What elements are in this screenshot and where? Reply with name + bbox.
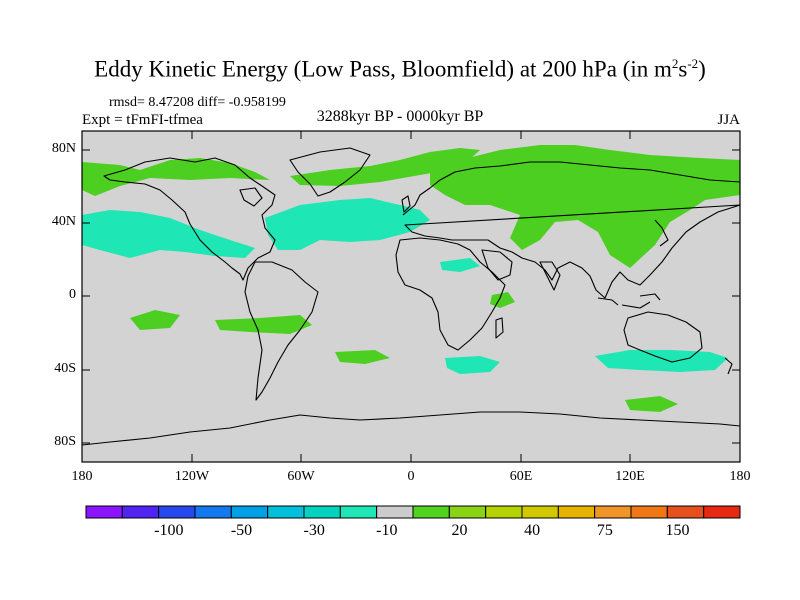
southern-ocean-patch — [625, 396, 678, 412]
positive-anomaly-regions — [82, 145, 740, 412]
lon-label-180e: 180 — [729, 469, 751, 484]
colorbar-swatch — [630, 505, 668, 519]
colorbar-label: 150 — [665, 522, 690, 539]
colorbar-swatch — [557, 505, 596, 519]
colorbar-label: -10 — [376, 522, 398, 539]
colorbar-swatch — [121, 505, 160, 519]
lon-label-180w: 180 — [71, 469, 93, 484]
lon-label-60w: 60W — [287, 469, 315, 484]
colorbar-swatch — [230, 505, 269, 519]
atlantic-east-patch — [440, 258, 480, 272]
rmsd-diff-stats: rmsd= 8.47208 diff= -0.958199 — [109, 95, 286, 110]
south-pacific-patch — [130, 310, 180, 330]
indonesia — [597, 293, 661, 309]
south-america-coast — [244, 261, 319, 401]
negative-anomaly-regions — [82, 198, 728, 374]
colorbar-label: -30 — [303, 522, 325, 539]
colorbar — [85, 505, 741, 519]
hudson-bay — [239, 187, 263, 207]
new-zealand — [724, 357, 733, 375]
lon-label-120e: 120E — [615, 469, 645, 484]
pacific-nw-patch — [152, 240, 172, 250]
colorbar-swatch — [485, 505, 523, 519]
arabia-coast — [481, 249, 513, 281]
colorbar-swatch — [194, 505, 232, 519]
coastlines — [82, 147, 740, 446]
colorbar-swatch — [303, 505, 341, 519]
season-label: JJA — [717, 112, 740, 128]
south-atlantic-patch — [335, 350, 390, 364]
greenland-coast — [289, 147, 371, 197]
south-of-australia-band — [595, 350, 728, 372]
colorbar-swatch — [666, 505, 705, 519]
lat-label-0: 0 — [69, 287, 76, 302]
colorbar-swatch — [267, 505, 305, 519]
lat-label-80s: 80S — [54, 434, 76, 449]
eurasia-coast — [402, 161, 740, 299]
colorbar-swatch — [703, 505, 741, 519]
south-indian-patch — [445, 356, 500, 374]
colorbar-swatch — [448, 505, 487, 519]
colorbar-swatch — [376, 505, 414, 519]
map-ticks — [82, 131, 740, 462]
colorbar-swatch — [412, 505, 450, 519]
colorbar-swatch — [521, 505, 559, 519]
north-atlantic-band — [265, 198, 430, 250]
india-coast — [539, 261, 561, 291]
australia-coast — [623, 311, 703, 363]
japan — [654, 219, 669, 247]
colorbar-swatch — [85, 505, 123, 519]
chart-title: Eddy Kinetic Energy (Low Pass, Bloomfiel… — [94, 56, 706, 82]
colorbar-label: 40 — [524, 522, 541, 539]
colorbar-swatch — [339, 505, 378, 519]
period-label: 3288kyr BP - 0000kyr BP — [316, 108, 484, 125]
arctic-eurasia-band — [82, 158, 270, 196]
arctic-canada-band — [290, 148, 480, 186]
lat-label-80n: 80N — [51, 141, 76, 156]
africa-coast — [395, 237, 506, 351]
lon-label-120w: 120W — [174, 469, 210, 484]
colorbar-label: -100 — [154, 522, 184, 539]
colorbar-swatch — [594, 505, 632, 519]
colorbar-label: -50 — [230, 522, 253, 539]
lat-label-40s: 40S — [54, 361, 76, 376]
arctic-pacific-patch — [620, 168, 720, 186]
madagascar — [495, 317, 504, 339]
lon-label-0: 0 — [407, 469, 415, 484]
lon-label-60e: 60E — [509, 469, 533, 484]
north-america-coast — [103, 157, 276, 281]
colorbar-label: 75 — [596, 522, 613, 539]
uk — [401, 195, 411, 213]
antarctica-coast — [82, 411, 740, 446]
colorbar-label: 20 — [451, 522, 468, 539]
north-pacific-band — [82, 210, 255, 258]
colorbar-swatch — [158, 505, 196, 519]
lat-label-40n: 40N — [51, 214, 76, 229]
experiment-label: Expt = tFmFI-tfmea — [82, 112, 203, 128]
south-america-east-patch — [215, 315, 312, 334]
